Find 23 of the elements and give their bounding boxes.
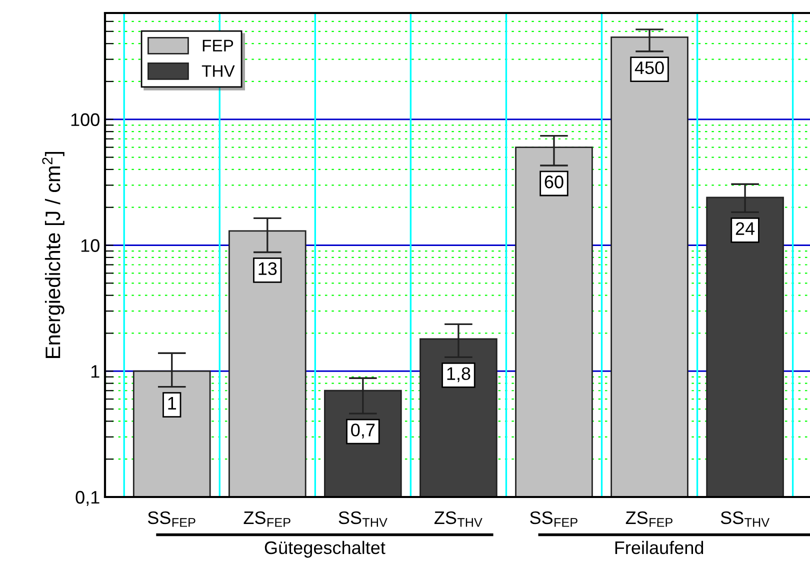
y-tick-label: 1 <box>91 365 100 378</box>
text: Freilaufend <box>615 540 704 554</box>
x-tick-label: SS$_{FEP}$ <box>148 511 196 527</box>
data-label: 24 <box>736 222 755 235</box>
text: Gütegeschaltet <box>264 540 386 558</box>
x-tick-label: ZS$_{FEP}$ <box>244 511 290 527</box>
data-label: 60 <box>544 176 564 188</box>
x-tick-label: ZS$_{FEP}$ <box>626 511 672 527</box>
data-label: 1 <box>168 397 176 410</box>
x-tick-label: ZS$_{THV}$ <box>434 511 482 527</box>
legend-label: THV <box>202 65 235 77</box>
y-axis-title: Energiedichte [J / cm$^{2}$] <box>42 152 64 358</box>
data-label: 13 <box>258 262 277 276</box>
x-tick-label: SS$_{FEP}$ <box>530 511 578 527</box>
y-tick-label: 10 <box>81 239 100 252</box>
data-label: 0,7 <box>351 424 375 439</box>
x-tick-label: SS$_{THV}$ <box>338 511 388 527</box>
y-tick-label: 100 <box>71 113 100 126</box>
data-label: 1,8 <box>447 367 470 382</box>
data-label: 450 <box>634 61 664 74</box>
legend-label: FEP <box>202 40 234 52</box>
y-tick-label: 0,1 <box>76 490 100 506</box>
x-tick-label: SS$_{THV}$ <box>720 511 770 527</box>
